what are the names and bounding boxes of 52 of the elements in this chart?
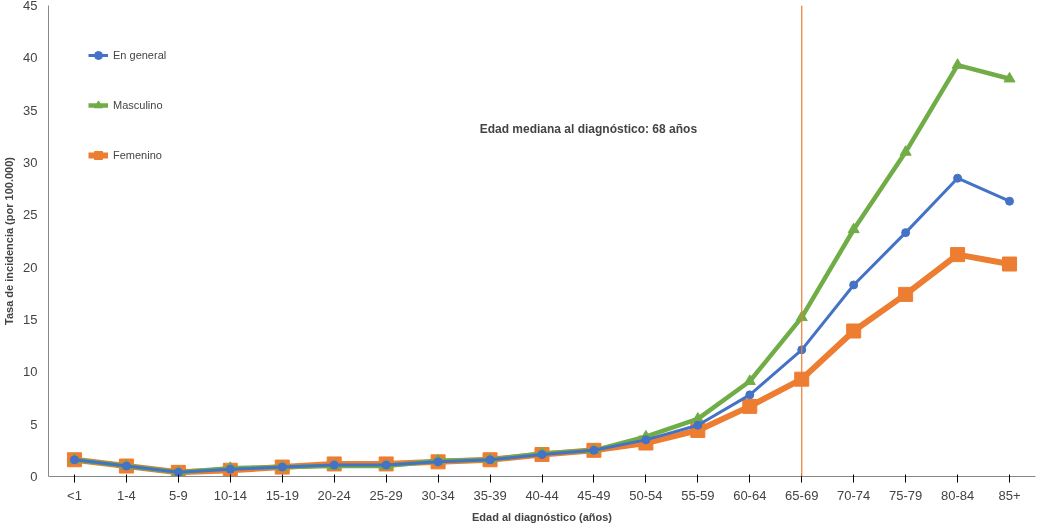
x-tick-label: 10-14	[213, 487, 247, 503]
y-tick-label: 45	[23, 0, 38, 13]
x-tick-label: 50-54	[629, 487, 663, 503]
point	[846, 323, 862, 339]
x-tick-label: 35-39	[473, 487, 507, 503]
annotation: Edad mediana al diagnóstico: 68 años	[479, 122, 698, 137]
x-tick-label: 30-34	[421, 487, 455, 503]
y-tick-label: 30	[23, 155, 38, 170]
x-tick-label: 75-79	[889, 487, 923, 503]
x-tick-label: 60-64	[733, 487, 767, 503]
x-tick-label: 45-49	[577, 487, 611, 503]
point	[693, 420, 703, 430]
y-tick-label: 5	[30, 416, 38, 432]
y-tick-label: 35	[23, 102, 38, 118]
legend-label: En general	[113, 49, 167, 61]
x-tick-label: 15-19	[265, 487, 299, 503]
point	[1003, 71, 1016, 83]
y-tick-label: 0	[30, 469, 38, 484]
point	[742, 398, 758, 414]
point	[849, 280, 859, 290]
y-axis-title: Tasa de incidencia (por 100.000)	[3, 156, 16, 325]
point	[743, 374, 756, 385]
x-tick-label: 85+	[998, 487, 1021, 503]
x-tick-label: 20-24	[317, 487, 351, 503]
y-tick-label: 20	[23, 259, 38, 275]
point	[1002, 256, 1018, 272]
y-tick-label: 15	[23, 312, 38, 327]
point	[899, 145, 912, 156]
point	[745, 390, 755, 400]
legend-label: Femenino	[113, 149, 162, 161]
y-tick-label: 10	[23, 364, 38, 380]
legend-label: Masculino	[113, 99, 163, 111]
point	[950, 247, 966, 263]
x-tick-label: 5-9	[168, 487, 188, 503]
x-tick-label: 70-74	[837, 487, 871, 503]
y-tick-label: 25	[23, 207, 38, 223]
point	[901, 228, 911, 238]
x-tick-label: <1	[67, 487, 82, 503]
point	[951, 58, 964, 69]
point	[898, 286, 914, 302]
x-tick-label: 55-59	[681, 487, 715, 503]
y-tick-label: 40	[23, 50, 38, 66]
point	[1005, 196, 1015, 206]
x-tick-label: 65-69	[785, 487, 819, 503]
x-tick-label: 40-44	[525, 487, 559, 503]
point	[794, 371, 810, 387]
point	[953, 173, 963, 183]
x-axis-title: Edad al diagnóstico (años)	[472, 510, 613, 523]
x-tick-label: 1-4	[117, 487, 136, 503]
x-tick-label: 80-84	[940, 487, 975, 503]
point	[847, 222, 860, 234]
x-tick-label: 25-29	[369, 487, 403, 503]
